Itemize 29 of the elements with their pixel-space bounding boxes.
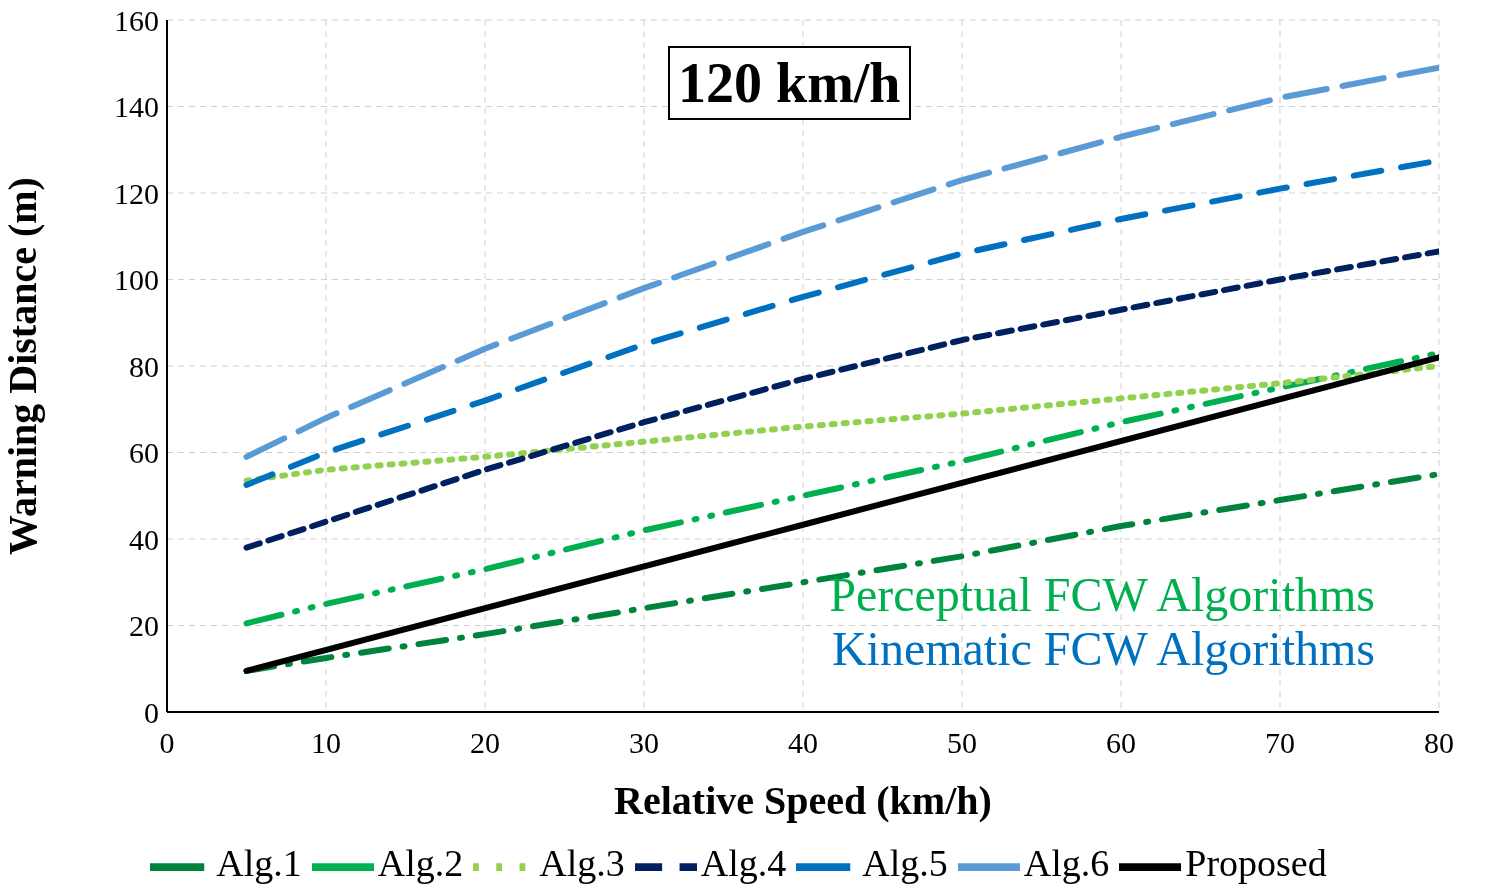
text: 120 km/h xyxy=(668,46,911,120)
x-tick-label: 20 xyxy=(470,726,500,760)
x-axis-title: Relative Speed (km/h) xyxy=(614,778,992,823)
legend-label: Alg.5 xyxy=(862,841,948,884)
x-tick-label: 70 xyxy=(1265,726,1295,760)
legend-label: Proposed xyxy=(1185,841,1327,884)
legend-label: Alg.2 xyxy=(377,841,464,884)
legend-label: Alg.3 xyxy=(539,841,625,884)
legend-label: Alg.1 xyxy=(216,841,302,884)
y-tick-label: 0 xyxy=(144,695,159,729)
x-tick-label: 30 xyxy=(629,726,659,760)
x-tick-label: 40 xyxy=(788,726,818,760)
y-tick-label: 60 xyxy=(129,436,159,470)
annotation: Perceptual FCW Algorithms xyxy=(829,568,1375,622)
x-tick-label: 80 xyxy=(1424,726,1454,760)
y-tick-label: 80 xyxy=(129,349,159,383)
y-tick-label: 40 xyxy=(129,522,159,556)
x-tick-label: 60 xyxy=(1106,726,1136,760)
legend-label: Alg.6 xyxy=(1023,841,1110,884)
y-tick-label: 140 xyxy=(114,90,159,124)
x-tick-label: 10 xyxy=(311,726,341,760)
y-tick-label: 160 xyxy=(114,3,159,37)
x-tick-label: 50 xyxy=(947,726,977,760)
y-tick-label: 120 xyxy=(114,176,159,210)
annotation: Kinematic FCW Algorithms xyxy=(831,622,1375,676)
y-axis-title: Warning Distance (m) xyxy=(0,177,46,555)
legend-label: Alg.4 xyxy=(700,841,787,884)
y-tick-label: 20 xyxy=(129,609,159,643)
y-tick-label: 100 xyxy=(114,263,159,297)
